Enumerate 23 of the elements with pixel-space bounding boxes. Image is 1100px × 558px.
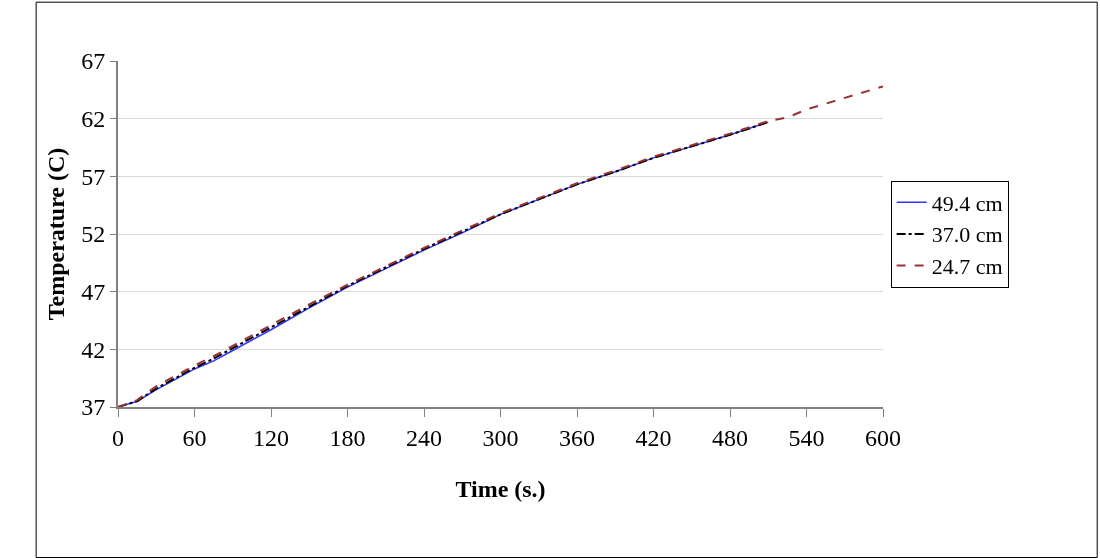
x-tick-label: 120: [253, 424, 289, 451]
x-tick-label: 0: [112, 424, 124, 451]
legend-label: 49.4 cm: [931, 190, 1003, 216]
y-tick-label: 42: [81, 336, 106, 363]
y-tick-label: 47: [81, 279, 106, 306]
y-tick-label: 67: [81, 48, 106, 75]
y-tick-label: 37: [81, 394, 106, 421]
x-tick-label: 540: [788, 424, 825, 451]
x-tick-label: 480: [712, 424, 748, 451]
x-tick-label: 240: [406, 424, 442, 451]
x-axis-title: Time (s.): [455, 475, 546, 502]
y-axis-title: Temperature (C): [42, 147, 69, 321]
y-tick-label: 57: [81, 163, 106, 190]
x-tick-label: 360: [559, 424, 595, 451]
x-tick-label: 420: [635, 424, 672, 451]
x-tick-label: 600: [865, 424, 901, 451]
x-tick-label: 180: [329, 424, 366, 451]
x-tick-label: 60: [182, 424, 207, 451]
legend-label: 24.7 cm: [931, 254, 1003, 280]
y-tick-label: 62: [81, 106, 106, 133]
legend-label: 37.0 cm: [931, 222, 1003, 248]
y-tick-label: 52: [81, 221, 106, 248]
x-tick-label: 300: [482, 424, 519, 451]
